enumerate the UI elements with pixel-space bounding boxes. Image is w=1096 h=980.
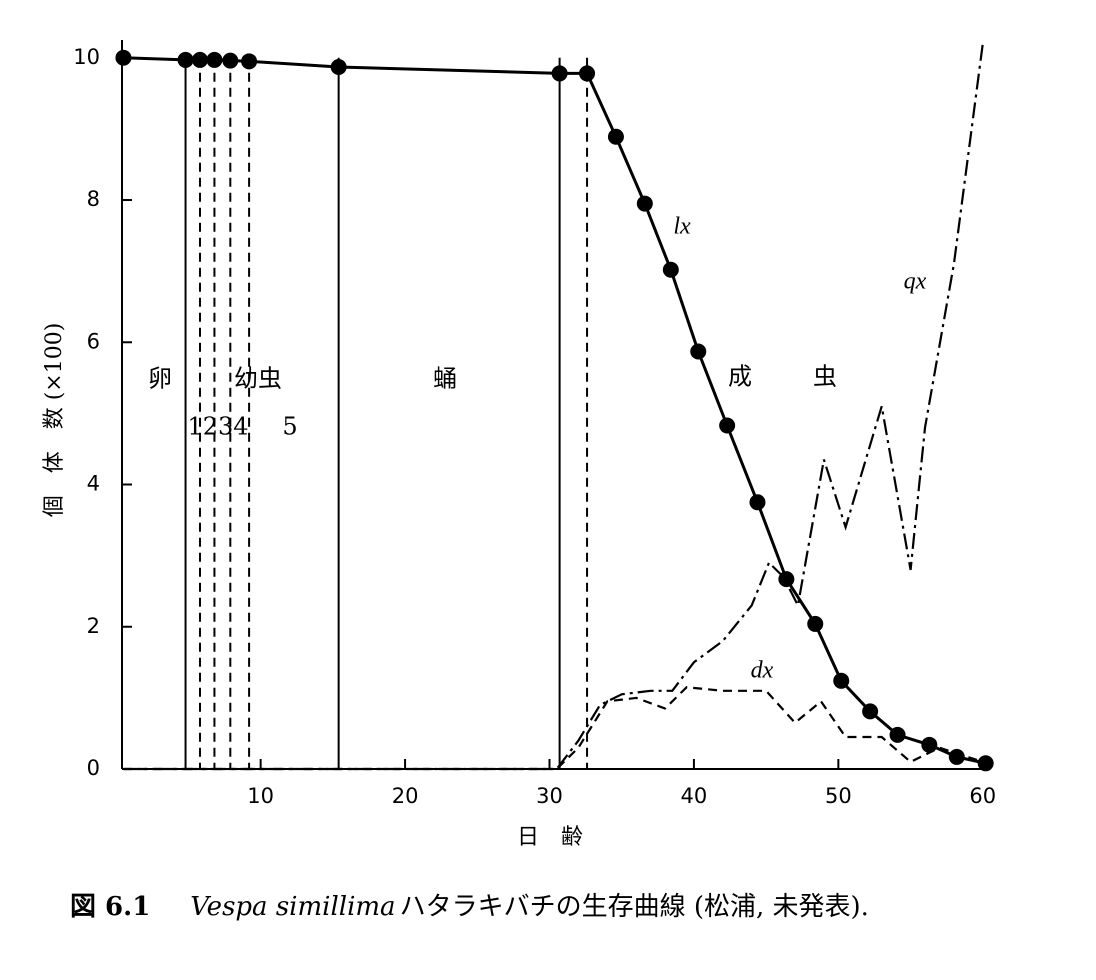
marker bbox=[807, 615, 824, 632]
series-line bbox=[123, 686, 984, 771]
stage-label: 1234 bbox=[187, 413, 248, 441]
y-tick-label: 6 bbox=[87, 329, 100, 353]
marker bbox=[862, 703, 879, 720]
caption-text: ハタラキバチの生存曲線 (松浦, 未発表). bbox=[400, 892, 869, 922]
stage-label: 幼虫 bbox=[234, 365, 282, 393]
marker bbox=[662, 261, 679, 278]
marker bbox=[115, 49, 132, 66]
marker bbox=[191, 51, 208, 68]
series-line bbox=[123, 56, 987, 765]
marker bbox=[833, 672, 850, 689]
marker bbox=[921, 736, 938, 753]
stage-label: 蛹 bbox=[433, 365, 457, 393]
x-axis-label: 日 齢 bbox=[517, 825, 583, 850]
series-label: dx bbox=[751, 658, 774, 684]
stage-label: 5 bbox=[282, 413, 297, 441]
x-tick-label: 30 bbox=[536, 784, 563, 808]
marker bbox=[241, 53, 258, 70]
marker bbox=[948, 748, 965, 765]
y-tick-label: 4 bbox=[87, 472, 100, 496]
stage-label: 虫 bbox=[813, 363, 837, 391]
marker bbox=[690, 343, 707, 360]
marker bbox=[330, 59, 347, 76]
y-tick-label: 0 bbox=[87, 756, 100, 780]
marker bbox=[749, 494, 766, 511]
x-tick-label: 10 bbox=[247, 784, 274, 808]
marker bbox=[206, 51, 223, 68]
stage-label: 卵 bbox=[148, 365, 172, 393]
y-tick-label: 2 bbox=[87, 614, 100, 638]
stage-label: 成 bbox=[728, 363, 752, 391]
series-label: qx bbox=[904, 269, 927, 295]
marker bbox=[607, 128, 624, 145]
marker bbox=[579, 65, 596, 82]
x-tick-label: 40 bbox=[681, 784, 708, 808]
x-tick-label: 50 bbox=[825, 784, 852, 808]
series-label: lx bbox=[673, 214, 691, 240]
marker bbox=[636, 195, 653, 212]
y-axis-label: 個 体 数 (×100) bbox=[42, 323, 67, 518]
marker bbox=[977, 755, 994, 772]
caption-number: 図 6.1 bbox=[70, 892, 150, 922]
x-tick-label: 60 bbox=[969, 784, 996, 808]
marker bbox=[719, 417, 736, 434]
marker bbox=[889, 726, 906, 743]
caption-species: Vespa simillima bbox=[190, 892, 395, 922]
y-tick-label: 8 bbox=[87, 187, 100, 211]
marker bbox=[551, 65, 568, 82]
x-tick-label: 20 bbox=[392, 784, 419, 808]
series-line bbox=[123, 43, 984, 771]
marker bbox=[177, 51, 194, 68]
marker bbox=[222, 52, 239, 69]
y-tick-label: 10 bbox=[73, 45, 100, 69]
caption: 図 6.1 Vespa simillima ハタラキバチの生存曲線 (松浦, 未発表… bbox=[70, 892, 869, 922]
